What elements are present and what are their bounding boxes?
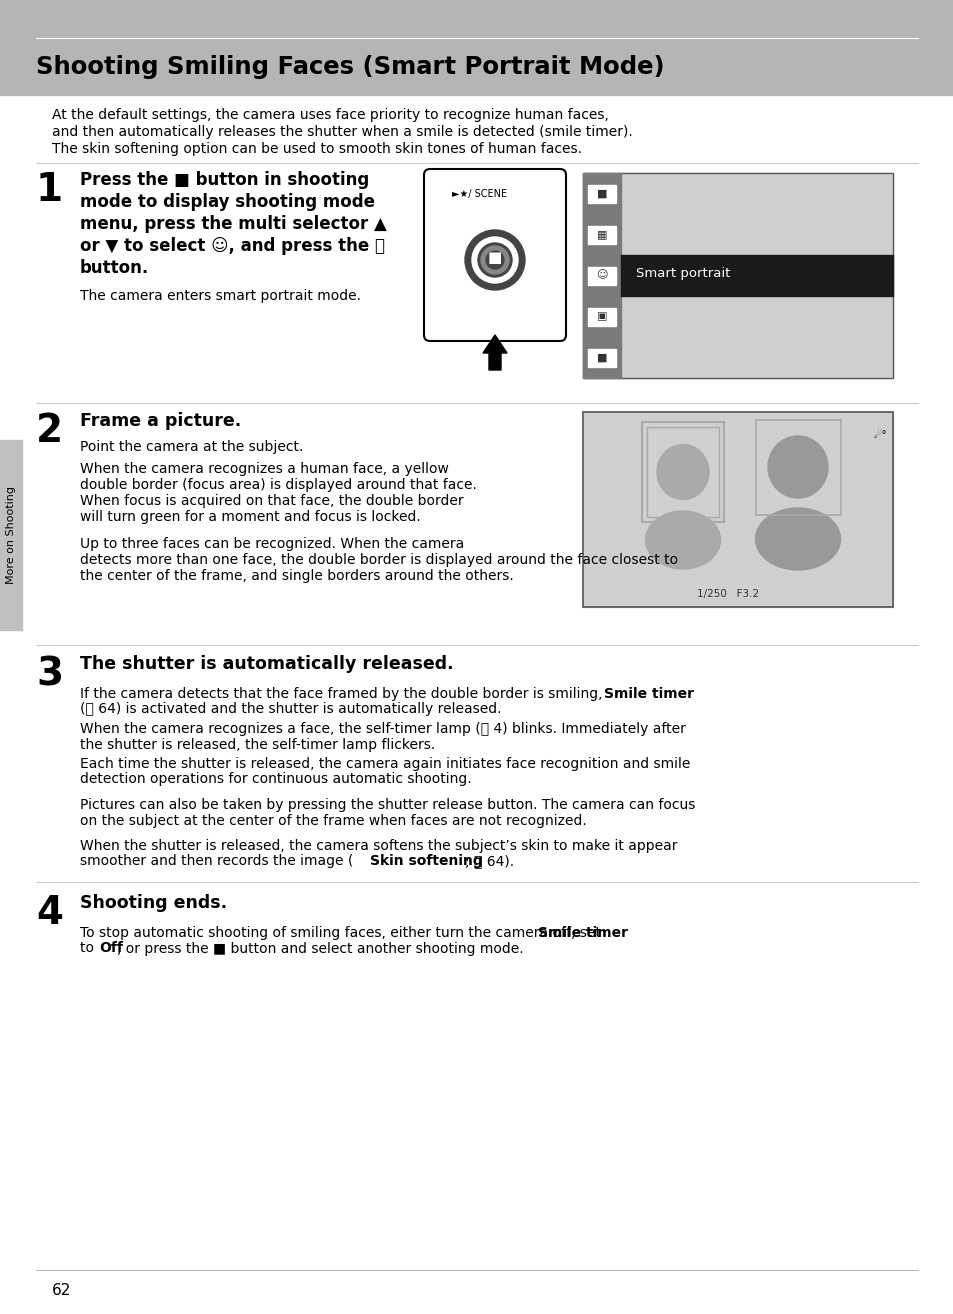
Text: (⧄ 64) is activated and the shutter is automatically released.: (⧄ 64) is activated and the shutter is a… — [80, 703, 501, 716]
Text: Shooting Smiling Faces (Smart Portrait Mode): Shooting Smiling Faces (Smart Portrait M… — [36, 55, 664, 79]
Bar — [587, 307, 616, 326]
Circle shape — [477, 243, 512, 277]
Text: 1/250   F3.2: 1/250 F3.2 — [697, 589, 759, 599]
Bar — [755, 420, 841, 515]
Text: 4: 4 — [36, 894, 63, 932]
Text: mode to display shooting mode: mode to display shooting mode — [80, 193, 375, 212]
Text: ▦: ▦ — [597, 230, 607, 239]
Bar — [587, 184, 616, 202]
Text: ■: ■ — [597, 188, 607, 198]
Text: 2: 2 — [36, 413, 63, 449]
Text: ■: ■ — [597, 352, 607, 363]
Bar — [582, 413, 892, 607]
Text: When focus is acquired on that face, the double border: When focus is acquired on that face, the… — [80, 494, 463, 509]
Text: Smart portrait: Smart portrait — [636, 267, 730, 280]
Bar — [587, 348, 616, 367]
Bar — [641, 422, 723, 522]
Circle shape — [472, 237, 517, 283]
Text: 3: 3 — [36, 654, 63, 692]
Text: 62: 62 — [52, 1282, 71, 1298]
Text: menu, press the multi selector ▲: menu, press the multi selector ▲ — [80, 215, 386, 233]
Text: the shutter is released, the self-timer lamp flickers.: the shutter is released, the self-timer … — [80, 737, 435, 752]
Text: Frame a picture.: Frame a picture. — [80, 413, 241, 430]
Text: Off: Off — [99, 942, 123, 955]
Bar — [582, 413, 892, 607]
Text: Smile timer: Smile timer — [537, 926, 627, 940]
Text: The camera enters smart portrait mode.: The camera enters smart portrait mode. — [80, 289, 360, 304]
Bar — [582, 173, 892, 378]
Text: The shutter is automatically released.: The shutter is automatically released. — [80, 654, 453, 673]
Text: Skin softening: Skin softening — [370, 854, 482, 869]
Text: ☄°: ☄° — [872, 430, 885, 440]
Text: double border (focus area) is displayed around that face.: double border (focus area) is displayed … — [80, 478, 476, 491]
Text: detects more than one face, the double border is displayed around the face close: detects more than one face, the double b… — [80, 553, 678, 568]
Bar — [0, 0, 953, 95]
Circle shape — [464, 230, 524, 290]
Text: When the camera recognizes a human face, a yellow: When the camera recognizes a human face,… — [80, 463, 449, 476]
Ellipse shape — [767, 436, 827, 498]
Text: ▣: ▣ — [597, 311, 607, 322]
Bar — [620, 255, 892, 296]
Text: Smile timer: Smile timer — [603, 687, 693, 700]
Text: Up to three faces can be recognized. When the camera: Up to three faces can be recognized. Whe… — [80, 537, 464, 551]
Text: At the default settings, the camera uses face priority to recognize human faces,: At the default settings, the camera uses… — [52, 108, 608, 122]
Text: detection operations for continuous automatic shooting.: detection operations for continuous auto… — [80, 773, 471, 787]
Text: 1: 1 — [36, 171, 63, 209]
Circle shape — [480, 246, 509, 275]
Text: ; ⧄ 64).: ; ⧄ 64). — [464, 854, 514, 869]
Circle shape — [485, 251, 503, 269]
Text: ■: ■ — [487, 250, 501, 264]
Text: More on Shooting: More on Shooting — [6, 486, 16, 583]
Text: on the subject at the center of the frame when faces are not recognized.: on the subject at the center of the fram… — [80, 813, 586, 828]
Text: will turn green for a moment and focus is locked.: will turn green for a moment and focus i… — [80, 510, 420, 524]
Text: When the shutter is released, the camera softens the subject’s skin to make it a: When the shutter is released, the camera… — [80, 840, 677, 853]
Bar — [587, 226, 616, 243]
Bar — [582, 173, 892, 378]
Text: to: to — [80, 942, 98, 955]
Text: or ▼ to select ☺, and press the ⒪: or ▼ to select ☺, and press the ⒪ — [80, 237, 385, 255]
Text: Shooting ends.: Shooting ends. — [80, 894, 227, 912]
Bar — [646, 427, 719, 516]
Text: If the camera detects that the face framed by the double border is smiling,: If the camera detects that the face fram… — [80, 687, 606, 700]
Text: ☺: ☺ — [596, 271, 607, 280]
Text: and then automatically releases the shutter when a smile is detected (smile time: and then automatically releases the shut… — [52, 125, 632, 139]
Text: When the camera recognizes a face, the self-timer lamp (⧄ 4) blinks. Immediately: When the camera recognizes a face, the s… — [80, 721, 685, 736]
FancyArrow shape — [482, 335, 506, 371]
Ellipse shape — [645, 511, 720, 569]
Text: To stop automatic shooting of smiling faces, either turn the camera off, set: To stop automatic shooting of smiling fa… — [80, 926, 604, 940]
Text: The skin softening option can be used to smooth skin tones of human faces.: The skin softening option can be used to… — [52, 142, 581, 156]
Text: Pictures can also be taken by pressing the shutter release button. The camera ca: Pictures can also be taken by pressing t… — [80, 798, 695, 812]
Text: button.: button. — [80, 259, 149, 277]
Text: ►★/ SCENE: ►★/ SCENE — [452, 189, 507, 198]
Text: smoother and then records the image (: smoother and then records the image ( — [80, 854, 353, 869]
Text: , or press the ■ button and select another shooting mode.: , or press the ■ button and select anoth… — [117, 942, 523, 955]
FancyBboxPatch shape — [423, 170, 565, 342]
Ellipse shape — [755, 509, 840, 570]
Text: Each time the shutter is released, the camera again initiates face recognition a: Each time the shutter is released, the c… — [80, 757, 690, 771]
Ellipse shape — [657, 444, 708, 499]
Bar — [587, 267, 616, 285]
Text: the center of the frame, and single borders around the others.: the center of the frame, and single bord… — [80, 569, 514, 583]
Text: Press the ■ button in shooting: Press the ■ button in shooting — [80, 171, 369, 189]
Bar — [0, 440, 22, 629]
Text: Point the camera at the subject.: Point the camera at the subject. — [80, 440, 303, 455]
Bar — [582, 173, 620, 378]
